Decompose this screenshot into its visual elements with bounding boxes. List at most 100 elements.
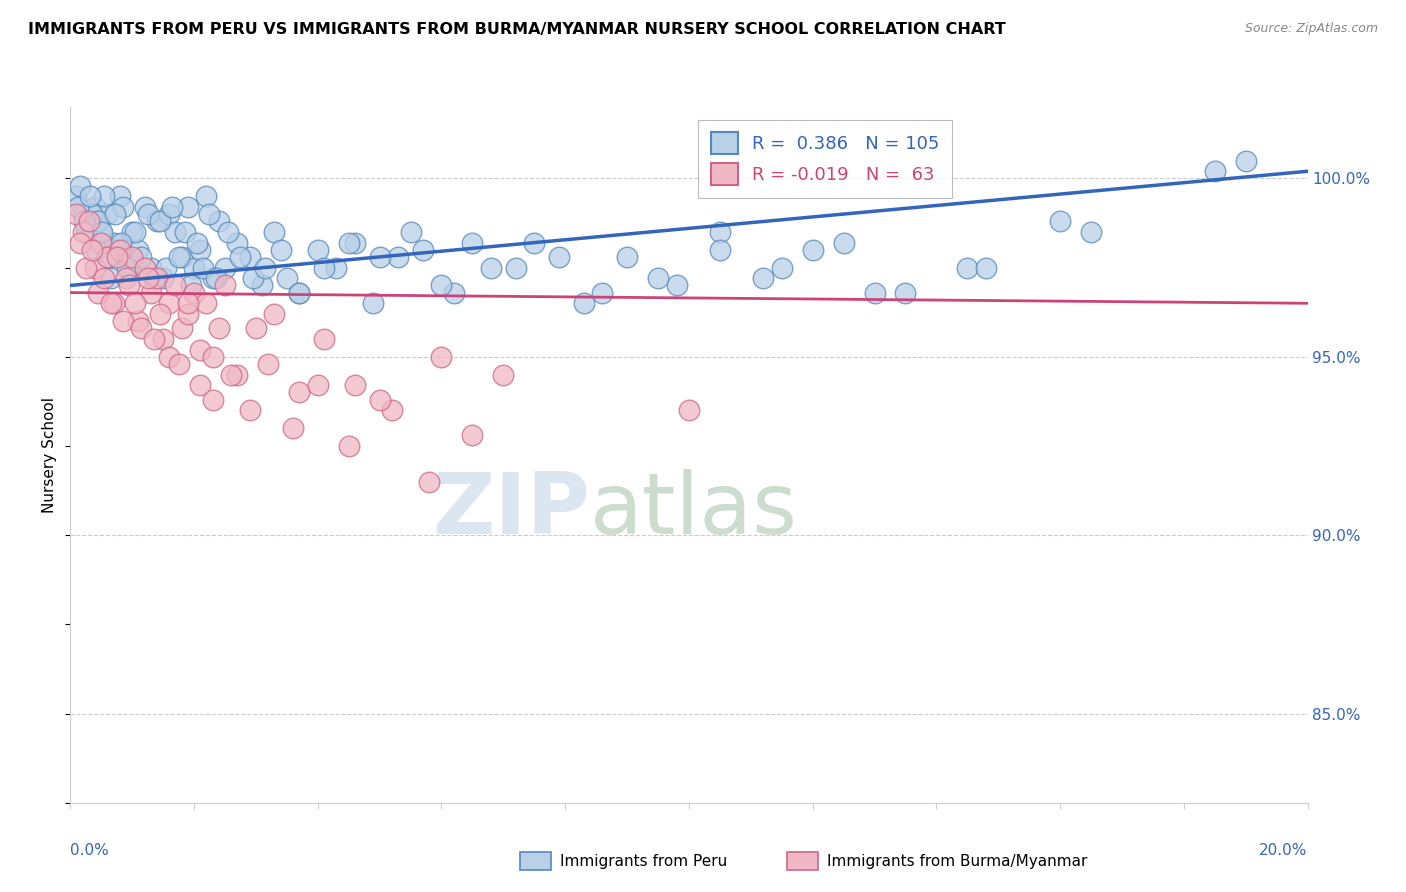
Text: atlas: atlas [591, 469, 799, 552]
Point [523, 235, 546, 250]
Point [96, 207, 118, 221]
Point [288, 385, 311, 400]
Point [288, 285, 311, 300]
Point [325, 260, 347, 275]
Point [263, 225, 285, 239]
Point [77, 214, 100, 228]
Point [242, 271, 264, 285]
Y-axis label: Nursery School: Nursery School [42, 397, 58, 513]
Point [104, 207, 127, 221]
Point [84, 260, 107, 275]
Point [121, 225, 143, 239]
Point [226, 368, 249, 382]
Point [136, 271, 159, 285]
Point [75, 260, 97, 275]
Point [399, 225, 422, 239]
Point [177, 296, 200, 310]
Point [79, 189, 101, 203]
Point [226, 235, 249, 250]
Point [115, 260, 138, 275]
Point [665, 278, 688, 293]
Point [208, 321, 231, 335]
Point [387, 250, 409, 264]
Point [195, 296, 218, 310]
Point [77, 214, 100, 228]
Point [832, 235, 855, 250]
Point [80, 207, 103, 221]
Point [100, 271, 122, 285]
Point [188, 343, 211, 357]
Point [87, 214, 110, 228]
Point [93, 271, 115, 285]
Text: 20.0%: 20.0% [1260, 843, 1308, 858]
Point [124, 296, 146, 310]
Point [956, 260, 979, 275]
Point [204, 271, 226, 285]
Point [173, 225, 195, 239]
Point [121, 250, 143, 264]
Point [368, 392, 391, 407]
Point [647, 271, 669, 285]
Point [91, 225, 114, 239]
Point [167, 250, 190, 264]
Point [801, 243, 824, 257]
Point [198, 207, 221, 221]
Point [111, 200, 134, 214]
Point [219, 368, 242, 382]
Point [343, 378, 366, 392]
Point [418, 475, 440, 489]
Point [105, 250, 128, 264]
Point [343, 235, 366, 250]
Point [72, 207, 94, 221]
Point [894, 285, 917, 300]
Point [193, 260, 215, 275]
Point [245, 321, 267, 335]
Point [87, 285, 110, 300]
Point [152, 271, 174, 285]
Point [214, 278, 236, 293]
Point [127, 314, 149, 328]
Point [188, 243, 211, 257]
Point [142, 332, 165, 346]
Point [183, 285, 205, 300]
Point [678, 403, 700, 417]
Point [307, 378, 329, 392]
Point [170, 250, 193, 264]
Point [461, 235, 484, 250]
Point [430, 278, 453, 293]
Point [118, 260, 141, 275]
Point [709, 243, 731, 257]
Point [1049, 214, 1071, 228]
Point [1204, 164, 1226, 178]
Text: 0.0%: 0.0% [70, 843, 110, 858]
Point [307, 243, 329, 257]
Point [103, 235, 125, 250]
Point [110, 235, 132, 250]
Point [177, 307, 200, 321]
Point [73, 214, 96, 228]
Point [157, 296, 180, 310]
Point [208, 214, 231, 228]
Point [229, 250, 252, 264]
Text: IMMIGRANTS FROM PERU VS IMMIGRANTS FROM BURMA/MYANMAR NURSERY SCHOOL CORRELATION: IMMIGRANTS FROM PERU VS IMMIGRANTS FROM … [28, 22, 1005, 37]
Point [139, 285, 162, 300]
Point [136, 207, 159, 221]
Point [443, 285, 465, 300]
Point [201, 350, 224, 364]
Point [72, 225, 94, 239]
Point [183, 260, 205, 275]
Point [201, 271, 224, 285]
Point [152, 332, 174, 346]
Point [115, 250, 138, 264]
Point [108, 243, 131, 257]
Text: Immigrants from Burma/Myanmar: Immigrants from Burma/Myanmar [827, 855, 1087, 869]
Point [134, 260, 156, 275]
Point [65, 207, 87, 221]
Point [157, 207, 180, 221]
Point [239, 250, 262, 264]
Point [217, 225, 239, 239]
Point [93, 189, 115, 203]
Point [281, 421, 304, 435]
Point [134, 200, 156, 214]
Point [115, 271, 138, 285]
